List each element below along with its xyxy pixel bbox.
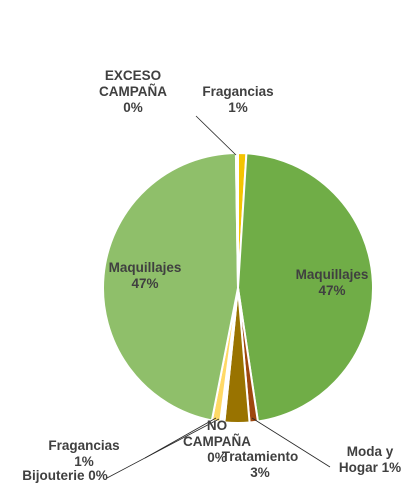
slice-label-line: 47% xyxy=(318,283,345,298)
slice-label-line: 1% xyxy=(74,454,94,469)
slice-label-line: 3% xyxy=(250,465,270,480)
slice-label-line: NO xyxy=(207,418,227,433)
slice-label-line: Tratamiento xyxy=(222,449,299,464)
slice-label-line: 0% xyxy=(123,100,143,115)
slice-label-line: Hogar 1% xyxy=(339,460,401,475)
leader-line-5 xyxy=(106,418,220,479)
pie-slices xyxy=(102,151,374,424)
slice-label-2: Moda y Hogar 1% xyxy=(339,444,401,475)
slice-label-line: Maquillajes xyxy=(109,260,182,275)
slice-label-8: EXCESO CAMPAÑA 0% xyxy=(99,68,167,115)
slice-label-line: Fragancias xyxy=(202,84,273,99)
slice-label-line: 47% xyxy=(131,276,158,291)
slice-label-1: Maquillajes 47% xyxy=(296,267,369,298)
slice-label-line: 1% xyxy=(228,100,248,115)
slice-label-line: 0% xyxy=(207,450,227,465)
slice-label-line: Bijouterie 0% xyxy=(22,468,108,483)
slice-label-line: Maquillajes xyxy=(296,267,369,282)
slice-label-line: Moda y xyxy=(347,444,394,459)
slice-label-5: Bijouterie 0% xyxy=(22,468,108,483)
leader-line-6 xyxy=(144,417,217,459)
slice-labels: Fragancias 1%Maquillajes 47%Moda y Hogar 1%… xyxy=(22,68,401,483)
pie-slice-1 xyxy=(236,152,374,423)
leader-line-8 xyxy=(195,115,237,156)
slice-label-line: EXCESO xyxy=(105,68,161,83)
leader-lines xyxy=(106,115,331,479)
slice-label-line: CAMPAÑA xyxy=(99,84,167,99)
leader-line-2 xyxy=(251,417,331,468)
slice-label-6: Fragancias 1% xyxy=(48,438,119,469)
pie-slice-7 xyxy=(102,151,240,422)
slice-label-line: CAMPAÑA xyxy=(183,434,251,449)
pie-slice-8 xyxy=(234,151,239,289)
slice-label-line: Fragancias xyxy=(48,438,119,453)
slice-label-0: Fragancias 1% xyxy=(202,84,273,115)
slice-label-4: NO CAMPAÑA 0% xyxy=(183,418,251,465)
slice-label-3: Tratamiento 3% xyxy=(222,449,299,480)
slice-label-7: Maquillajes 47% xyxy=(109,260,182,291)
